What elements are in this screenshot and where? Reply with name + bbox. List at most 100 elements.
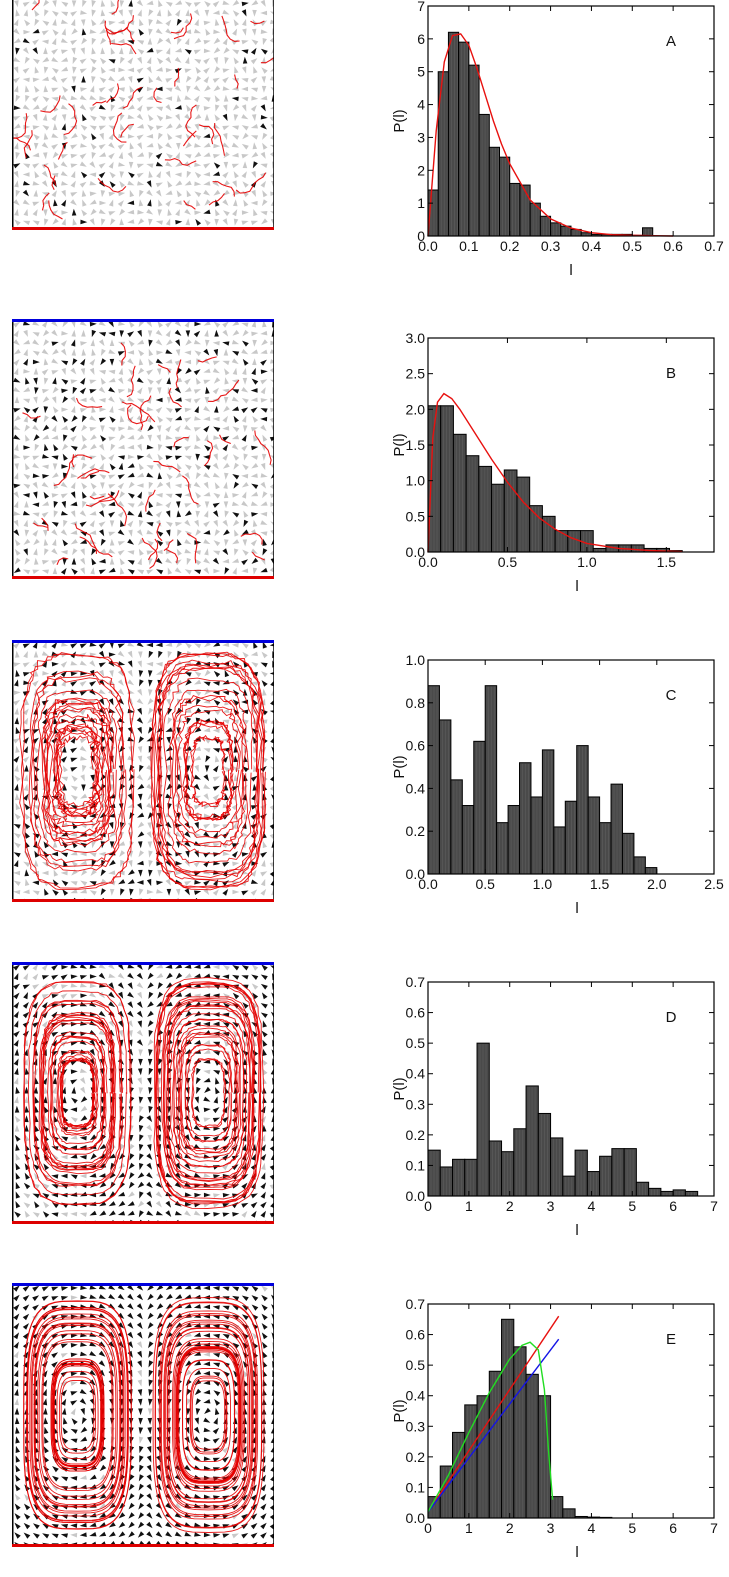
velocity-arrow <box>146 1512 153 1519</box>
velocity-arrow <box>81 348 86 356</box>
velocity-arrow <box>98 1191 107 1197</box>
velocity-arrow <box>269 483 274 490</box>
velocity-arrow <box>174 415 183 421</box>
velocity-arrow <box>203 831 211 838</box>
velocity-arrow <box>23 1532 31 1539</box>
velocity-arrow <box>148 218 153 226</box>
velocity-arrow <box>108 567 116 573</box>
velocity-arrow <box>250 1193 258 1199</box>
velocity-arrow <box>42 708 48 716</box>
particle-trajectory <box>208 193 225 206</box>
velocity-arrow <box>158 1058 163 1066</box>
velocity-arrow <box>165 746 173 752</box>
velocity-arrow <box>117 972 125 979</box>
velocity-arrow <box>193 746 202 751</box>
velocity-arrow <box>241 49 249 54</box>
velocity-arrow <box>137 181 145 186</box>
velocity-arrow <box>127 134 135 139</box>
velocity-arrow <box>13 359 20 366</box>
velocity-arrow <box>269 710 274 714</box>
particle-trajectory <box>42 1022 112 1164</box>
velocity-arrow <box>100 1445 107 1453</box>
velocity-arrow <box>232 512 240 518</box>
particle-trajectory <box>170 27 184 34</box>
velocity-arrow <box>223 161 229 169</box>
velocity-arrow <box>109 1464 116 1472</box>
velocity-arrow <box>90 567 95 575</box>
velocity-arrow <box>242 1002 249 1009</box>
velocity-arrow <box>262 190 268 198</box>
velocity-arrow <box>148 1087 153 1095</box>
velocity-arrow <box>14 443 19 451</box>
velocity-arrow <box>241 9 247 17</box>
velocity-arrow <box>13 1304 20 1311</box>
velocity-arrow <box>233 114 239 122</box>
velocity-arrow <box>184 859 190 867</box>
x-tick-label: 4 <box>588 1520 596 1536</box>
velocity-arrow <box>24 1115 29 1123</box>
velocity-arrow <box>24 1105 30 1113</box>
velocity-arrow <box>222 529 230 536</box>
velocity-arrow <box>232 1295 240 1301</box>
velocity-arrow <box>148 558 153 566</box>
velocity-arrow <box>222 444 229 452</box>
velocity-arrow <box>138 869 143 877</box>
velocity-arrow <box>89 358 96 366</box>
velocity-arrow <box>117 19 125 25</box>
velocity-arrow <box>250 775 258 782</box>
velocity-arrow <box>146 831 152 839</box>
velocity-arrow <box>261 859 266 867</box>
velocity-arrow <box>203 510 209 518</box>
velocity-arrow <box>213 37 221 44</box>
velocity-arrow <box>146 1455 152 1463</box>
velocity-arrow <box>233 481 240 489</box>
velocity-arrow <box>51 133 59 138</box>
velocity-arrow <box>136 774 144 781</box>
velocity-arrow <box>42 1388 47 1397</box>
velocity-arrow <box>148 170 153 178</box>
velocity-arrow <box>260 462 266 471</box>
velocity-arrow <box>262 320 267 328</box>
velocity-arrow <box>14 219 21 226</box>
velocity-arrow <box>52 538 57 547</box>
velocity-arrow <box>79 539 88 544</box>
velocity-arrow <box>261 56 267 64</box>
velocity-arrow <box>203 748 211 753</box>
velocity-arrow <box>72 56 78 65</box>
velocity-arrow <box>222 113 228 121</box>
velocity-arrow <box>60 493 68 499</box>
velocity-arrow <box>252 358 257 366</box>
velocity-arrow <box>80 143 88 148</box>
velocity-arrow <box>165 56 172 64</box>
velocity-arrow <box>53 104 59 112</box>
velocity-arrow <box>109 538 115 546</box>
y-tick-label: 1.0 <box>406 652 426 668</box>
velocity-arrow <box>146 208 154 215</box>
particle-trajectory <box>120 123 134 138</box>
velocity-arrow <box>155 1200 162 1208</box>
velocity-arrow <box>233 1398 239 1406</box>
velocity-arrow <box>203 481 209 489</box>
velocity-arrow <box>22 180 31 186</box>
velocity-arrow <box>147 124 154 131</box>
particle-trajectory <box>12 113 28 139</box>
velocity-arrow <box>203 96 211 102</box>
velocity-arrow <box>193 1426 200 1434</box>
velocity-arrow <box>203 1504 211 1509</box>
velocity-arrow <box>108 1153 116 1159</box>
velocity-arrow <box>262 132 268 140</box>
velocity-arrow <box>260 1513 267 1520</box>
velocity-arrow <box>270 445 274 451</box>
velocity-arrow <box>14 1417 20 1425</box>
velocity-arrow <box>89 434 97 441</box>
velocity-arrow <box>70 1438 78 1444</box>
velocity-arrow <box>129 1153 135 1161</box>
velocity-arrow <box>70 1041 78 1046</box>
velocity-arrow <box>70 1523 78 1528</box>
velocity-arrow <box>213 823 221 829</box>
velocity-arrow <box>270 766 274 772</box>
velocity-arrow <box>138 1144 144 1152</box>
velocity-arrow <box>212 1051 221 1056</box>
velocity-arrow <box>242 992 249 1000</box>
velocity-arrow <box>269 76 274 81</box>
